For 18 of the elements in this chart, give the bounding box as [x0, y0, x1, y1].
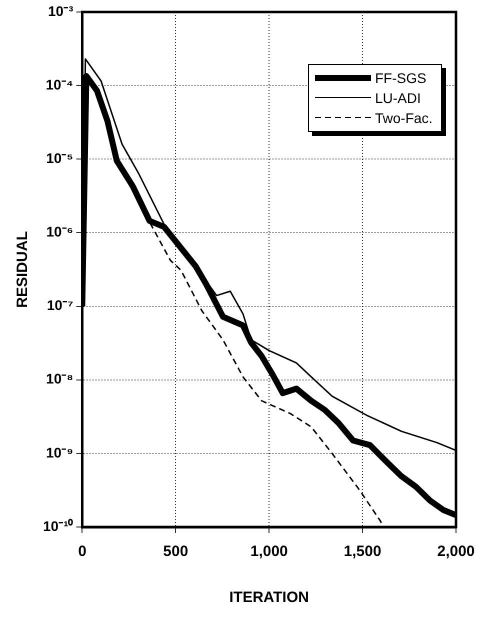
x-tick-label: 2,000 — [437, 543, 475, 560]
y-tick-label: 10⁻⁹ — [46, 444, 74, 460]
legend-label: LU-ADI — [375, 90, 421, 106]
x-tick-label: 1,500 — [344, 543, 382, 560]
y-tick-label: 10⁻³ — [48, 2, 74, 19]
x-tick-label: 0 — [78, 543, 86, 560]
y-axis-title: RESIDUAL — [14, 231, 32, 308]
x-tick-label: 1,000 — [250, 543, 288, 560]
y-tick-label: 10⁻⁵ — [46, 150, 74, 166]
y-tick-label: 10⁻⁶ — [46, 224, 74, 240]
y-tick-label: 10⁻¹⁰ — [43, 518, 74, 534]
y-tick-label: 10⁻⁴ — [46, 76, 74, 92]
legend-label: FF-SGS — [375, 70, 426, 86]
x-axis-title: ITERATION — [229, 589, 309, 606]
x-tick-label: 500 — [163, 543, 188, 560]
y-tick-label: 10⁻⁷ — [46, 297, 74, 314]
y-tick-label: 10⁻⁸ — [46, 370, 74, 387]
legend-label: Two-Fac. — [375, 110, 433, 126]
